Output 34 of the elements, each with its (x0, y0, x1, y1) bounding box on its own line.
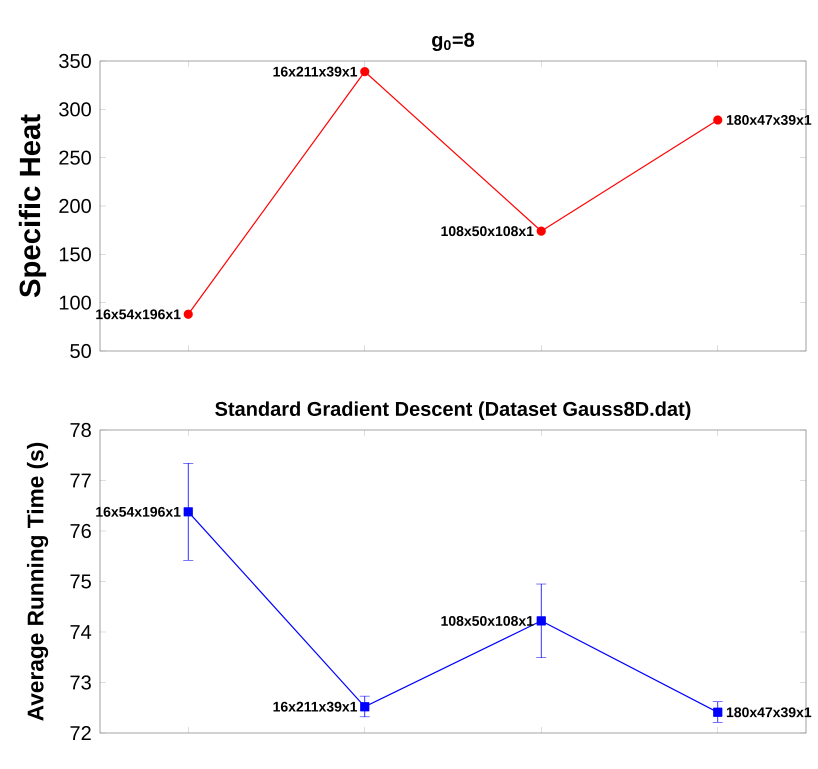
point (713, 115, 722, 125)
y-tick-label: 350 (59, 54, 91, 68)
y-tick-label: 250 (59, 150, 91, 165)
annotation: 108x50x108x1 (441, 616, 534, 626)
point (184, 507, 193, 516)
annotation: 16x54x196x1 (96, 309, 181, 320)
point (536, 226, 546, 236)
annotation: 180x47x39x1 (726, 115, 812, 125)
y-tick-label: 100 (60, 296, 91, 310)
annotation: 16x54x196x1 (96, 506, 181, 517)
annotation: 180x47x39x1 (726, 707, 812, 718)
point (184, 310, 193, 319)
point (360, 67, 370, 76)
chart-title: g$_{0}$=8 (432, 32, 474, 51)
point (360, 702, 370, 712)
y-tick-label: 73 (70, 675, 91, 690)
y-tick-label: 150 (60, 247, 91, 262)
y-tick-label: 74 (70, 625, 92, 639)
y-tick-label: 75 (70, 574, 91, 588)
chart-title: Standard Gradient Descent (Dataset Gauss8D.dat) (215, 401, 690, 420)
y-axis-title: Specific Heat (18, 114, 46, 298)
point (536, 616, 546, 626)
y-tick-label: 77 (70, 474, 91, 488)
y-tick-label: 76 (70, 524, 91, 538)
y-axis-title: Average Running Time (s) (26, 442, 48, 721)
y-tick-label: 300 (59, 102, 91, 116)
annotation: 16x211x39x1 (273, 66, 358, 77)
y-tick-label: 72 (70, 726, 91, 740)
annotation: 16x211x39x1 (273, 702, 358, 712)
point (713, 708, 722, 717)
y-tick-label: 50 (70, 344, 91, 358)
y-tick-label: 200 (59, 198, 91, 214)
annotation: 108x50x108x1 (441, 226, 534, 236)
y-tick-label: 78 (70, 422, 91, 438)
